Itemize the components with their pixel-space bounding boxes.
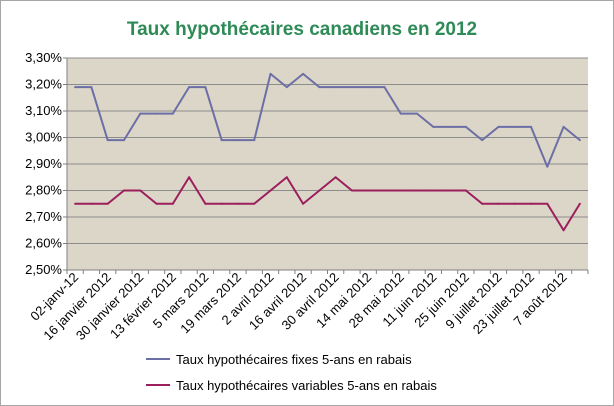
data-point	[432, 125, 435, 128]
data-point	[269, 189, 272, 192]
y-tick-label: 3,10%	[25, 103, 62, 118]
data-point	[269, 72, 272, 75]
data-point	[383, 189, 386, 192]
data-point	[171, 112, 174, 115]
data-point	[578, 202, 581, 205]
data-point	[204, 202, 207, 205]
data-point	[139, 189, 142, 192]
data-point	[139, 112, 142, 115]
data-point	[399, 189, 402, 192]
data-point	[497, 125, 500, 128]
data-point	[399, 112, 402, 115]
data-point	[220, 139, 223, 142]
data-point	[90, 202, 93, 205]
data-point	[188, 176, 191, 179]
chart-title: Taux hypothécaires canadiens en 2012	[126, 19, 478, 40]
data-point	[464, 189, 467, 192]
data-point	[546, 165, 549, 168]
data-point	[106, 139, 109, 142]
data-point	[464, 125, 467, 128]
data-point	[513, 125, 516, 128]
data-point	[122, 139, 125, 142]
data-point	[155, 202, 158, 205]
data-point	[530, 202, 533, 205]
data-point	[416, 112, 419, 115]
legend-item-variable: Taux hypothécaires variables 5-ans en ra…	[146, 372, 437, 398]
data-point	[350, 86, 353, 89]
data-point	[448, 125, 451, 128]
data-point	[562, 229, 565, 232]
data-point	[155, 112, 158, 115]
data-point	[106, 202, 109, 205]
legend-label-fixed: Taux hypothécaires fixes 5-ans en rabais	[176, 351, 412, 367]
data-point	[90, 86, 93, 89]
series-line-fixed	[75, 72, 581, 168]
y-tick-label: 2,90%	[25, 156, 62, 171]
data-point	[74, 202, 77, 205]
y-tick-label: 2,60%	[25, 236, 62, 251]
data-point	[285, 176, 288, 179]
series-line-variable	[75, 176, 581, 232]
data-point	[236, 139, 239, 142]
y-tick-label: 3,20%	[25, 77, 62, 92]
y-tick-label: 2,70%	[25, 209, 62, 224]
data-point	[188, 86, 191, 89]
data-point	[367, 86, 370, 89]
data-point	[318, 86, 321, 89]
data-point	[253, 139, 256, 142]
legend-label-variable: Taux hypothécaires variables 5-ans en ra…	[176, 377, 437, 393]
data-point	[546, 202, 549, 205]
data-point	[578, 139, 581, 142]
y-tick-label: 3,00%	[25, 130, 62, 145]
legend-item-fixed: Taux hypothécaires fixes 5-ans en rabais	[146, 346, 437, 372]
data-point	[122, 189, 125, 192]
data-point	[562, 125, 565, 128]
y-tick-label: 3,30%	[25, 50, 62, 65]
data-point	[318, 189, 321, 192]
data-point	[253, 202, 256, 205]
data-point	[204, 86, 207, 89]
legend-swatch-fixed	[146, 358, 170, 360]
data-point	[481, 139, 484, 142]
data-point	[334, 176, 337, 179]
data-point	[302, 202, 305, 205]
data-point	[416, 189, 419, 192]
data-point	[236, 202, 239, 205]
data-point	[432, 189, 435, 192]
y-tick-label: 2,50%	[25, 262, 62, 277]
data-point	[350, 189, 353, 192]
data-point	[171, 202, 174, 205]
data-point	[513, 202, 516, 205]
data-point	[220, 202, 223, 205]
data-point	[74, 86, 77, 89]
data-point	[334, 86, 337, 89]
data-point	[481, 202, 484, 205]
data-point	[448, 189, 451, 192]
data-point	[367, 189, 370, 192]
legend-swatch-variable	[146, 384, 170, 386]
data-point	[285, 86, 288, 89]
data-point	[497, 202, 500, 205]
data-point	[302, 72, 305, 75]
legend: Taux hypothécaires fixes 5-ans en rabais…	[146, 346, 437, 398]
data-point	[530, 125, 533, 128]
data-point	[383, 86, 386, 89]
y-tick-label: 2,80%	[25, 183, 62, 198]
